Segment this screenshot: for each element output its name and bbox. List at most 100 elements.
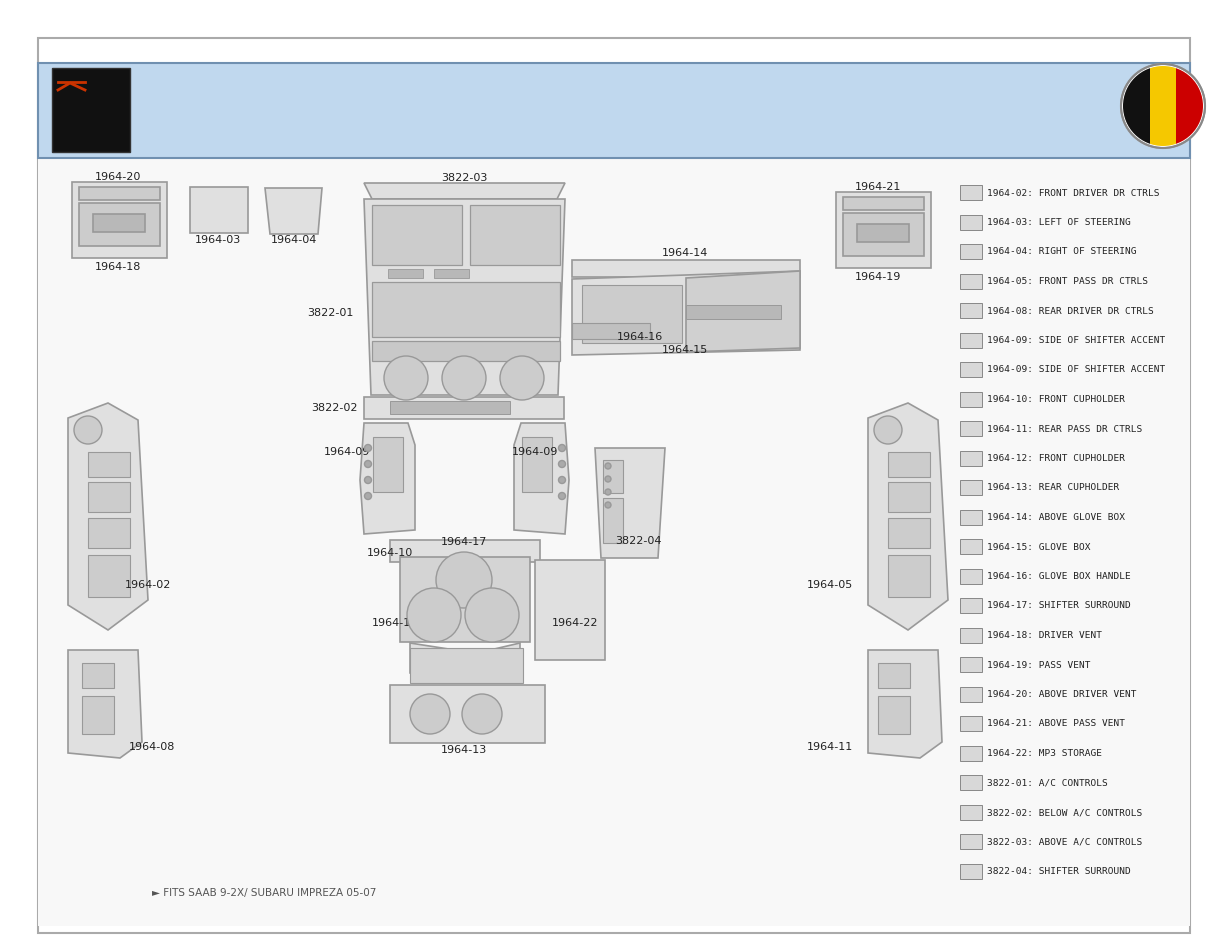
Text: 1964-09: 1964-09 xyxy=(324,447,370,457)
Polygon shape xyxy=(68,403,149,630)
Bar xyxy=(960,480,982,495)
Circle shape xyxy=(605,502,612,508)
Text: 1964-09: SIDE OF SHIFTER ACCENT: 1964-09: SIDE OF SHIFTER ACCENT xyxy=(987,366,1165,374)
Bar xyxy=(88,482,130,512)
Bar xyxy=(388,269,422,278)
Bar xyxy=(363,397,564,419)
Polygon shape xyxy=(363,199,565,395)
Bar xyxy=(88,518,130,548)
Text: AUTO: AUTO xyxy=(70,74,113,88)
Text: 1-Step to customise your car: 1-Step to customise your car xyxy=(55,101,126,106)
Text: 1964-04: RIGHT OF STEERING: 1964-04: RIGHT OF STEERING xyxy=(987,248,1136,256)
Text: 3822-02: 3822-02 xyxy=(311,403,357,413)
Bar xyxy=(410,648,523,683)
Text: ► FITS SAAB 9-2X/ SUBARU IMPREZA 05-07: ► FITS SAAB 9-2X/ SUBARU IMPREZA 05-07 xyxy=(152,888,376,898)
Polygon shape xyxy=(572,271,799,355)
Bar xyxy=(572,260,799,277)
Text: 1964-11: 1964-11 xyxy=(807,742,853,752)
Polygon shape xyxy=(868,403,948,630)
Circle shape xyxy=(74,416,102,444)
Circle shape xyxy=(365,461,372,467)
Circle shape xyxy=(465,588,519,642)
Bar xyxy=(960,244,982,259)
Text: 1964-15: 1964-15 xyxy=(662,345,709,355)
Circle shape xyxy=(605,489,612,495)
Text: 3822-04: 3822-04 xyxy=(615,536,661,546)
Bar xyxy=(960,421,982,436)
Bar xyxy=(878,663,910,688)
Bar xyxy=(535,560,605,660)
Bar xyxy=(960,716,982,731)
Bar xyxy=(433,269,469,278)
Bar xyxy=(372,282,560,337)
Text: 1964-08: 1964-08 xyxy=(129,742,176,752)
Bar xyxy=(88,555,130,597)
Bar xyxy=(391,401,510,414)
Bar xyxy=(888,518,930,548)
Bar xyxy=(960,274,982,289)
Polygon shape xyxy=(490,643,519,680)
Text: 3822-01: 3822-01 xyxy=(307,308,354,318)
Bar xyxy=(79,187,160,200)
Bar xyxy=(960,805,982,820)
Bar xyxy=(82,696,114,734)
Bar xyxy=(391,685,545,743)
Text: 1964-03: 1964-03 xyxy=(195,235,241,245)
Polygon shape xyxy=(596,448,666,558)
Bar xyxy=(603,460,623,493)
Polygon shape xyxy=(360,423,415,534)
Bar xyxy=(603,498,623,543)
Bar xyxy=(400,557,530,642)
Bar xyxy=(522,437,553,492)
Circle shape xyxy=(559,492,566,500)
Bar xyxy=(836,192,931,268)
Bar xyxy=(960,864,982,879)
Circle shape xyxy=(559,461,566,467)
Text: DODGE: DODGE xyxy=(142,70,226,90)
Bar xyxy=(878,696,910,734)
Circle shape xyxy=(500,356,544,400)
Text: 3822-02: BELOW A/C CONTROLS: 3822-02: BELOW A/C CONTROLS xyxy=(987,808,1142,817)
Text: 3822-04: SHIFTER SURROUND: 3822-04: SHIFTER SURROUND xyxy=(987,867,1131,876)
Circle shape xyxy=(874,416,903,444)
Circle shape xyxy=(410,694,449,734)
Bar xyxy=(960,391,982,407)
Circle shape xyxy=(406,588,460,642)
Bar xyxy=(960,509,982,524)
Bar xyxy=(572,323,650,339)
Bar xyxy=(79,203,160,246)
Bar xyxy=(190,187,248,233)
Circle shape xyxy=(384,356,429,400)
Text: 1964-11: REAR PASS DR CTRLS: 1964-11: REAR PASS DR CTRLS xyxy=(987,425,1142,433)
Bar xyxy=(391,540,540,562)
Bar xyxy=(960,215,982,230)
Text: 1964-16: GLOVE BOX HANDLE: 1964-16: GLOVE BOX HANDLE xyxy=(987,572,1131,581)
Circle shape xyxy=(559,477,566,484)
Bar xyxy=(1122,66,1149,146)
Circle shape xyxy=(605,463,612,469)
Text: 1964-09: 1964-09 xyxy=(512,447,559,457)
Text: 1964-22: 1964-22 xyxy=(551,618,598,628)
Bar xyxy=(960,687,982,701)
Bar xyxy=(372,205,462,265)
Circle shape xyxy=(462,694,502,734)
Bar xyxy=(960,450,982,465)
Bar xyxy=(842,197,923,210)
Text: 1964-21: 1964-21 xyxy=(855,182,901,192)
Text: 1964-10: 1964-10 xyxy=(367,548,413,558)
Text: 1964-20: ABOVE DRIVER VENT: 1964-20: ABOVE DRIVER VENT xyxy=(987,690,1136,699)
Text: 1964-17: SHIFTER SURROUND: 1964-17: SHIFTER SURROUND xyxy=(987,601,1131,611)
Bar xyxy=(960,332,982,348)
Bar xyxy=(960,657,982,672)
Circle shape xyxy=(559,445,566,451)
Bar xyxy=(52,68,130,152)
Bar xyxy=(373,437,403,492)
Text: CALIBER: CALIBER xyxy=(142,90,241,110)
Text: DGE-3822: DGE-3822 xyxy=(575,112,705,136)
Circle shape xyxy=(365,477,372,484)
Bar xyxy=(842,213,923,256)
Text: 1964-19: 1964-19 xyxy=(855,272,901,282)
Bar xyxy=(38,63,1190,158)
Polygon shape xyxy=(515,423,569,534)
Bar xyxy=(960,746,982,761)
